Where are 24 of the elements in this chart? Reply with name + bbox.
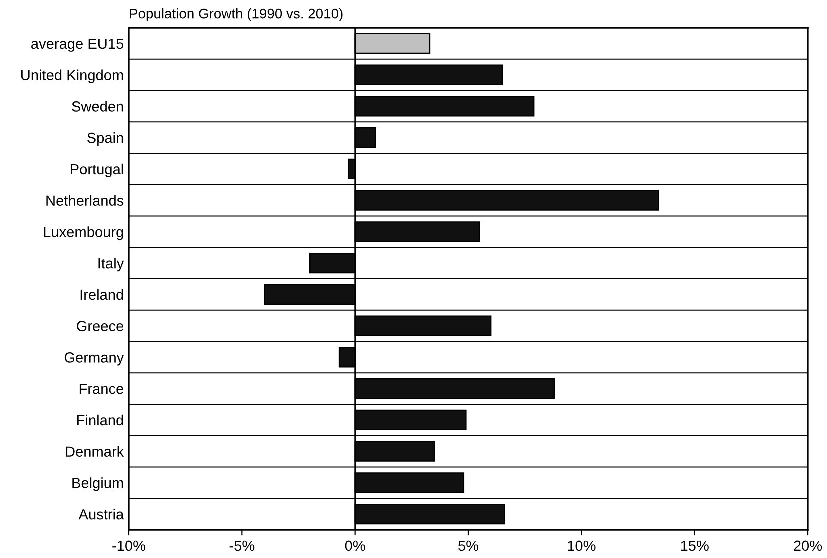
chart-title: Population Growth (1990 vs. 2010) — [130, 8, 343, 22]
y-tick-label: Finland — [78, 414, 124, 426]
y-tick-label: United Kingdom — [22, 70, 124, 84]
x-tick-label: 10% — [568, 540, 596, 552]
y-tick-label: Sweden — [72, 101, 124, 112]
y-tick-label: Ireland — [80, 289, 124, 300]
y-tick-label: Netherlands — [46, 195, 124, 206]
x-tick-label: -10% — [112, 540, 146, 552]
y-tick-label: Greece — [77, 321, 124, 332]
y-tick-label: Belgium — [72, 478, 124, 492]
x-tick-label: 5% — [458, 540, 479, 552]
y-tick-label: Denmark — [66, 446, 124, 457]
y-tick-label: Spain — [88, 132, 124, 146]
x-tick-label: 0% — [345, 540, 366, 552]
x-tick-label: 15% — [681, 540, 709, 552]
x-tick-label: -5% — [230, 540, 255, 552]
y-tick-label: Austria — [78, 509, 124, 520]
y-tick-label: Italy — [98, 258, 124, 272]
y-tick-label: Luxembourg — [44, 226, 124, 240]
x-tick-label: 20% — [794, 540, 822, 552]
y-tick-label: Portugal — [71, 164, 124, 178]
y-tick-label: France — [80, 384, 124, 394]
y-tick-label: Germany — [64, 352, 124, 366]
y-tick-label: average EU15 — [32, 38, 124, 52]
